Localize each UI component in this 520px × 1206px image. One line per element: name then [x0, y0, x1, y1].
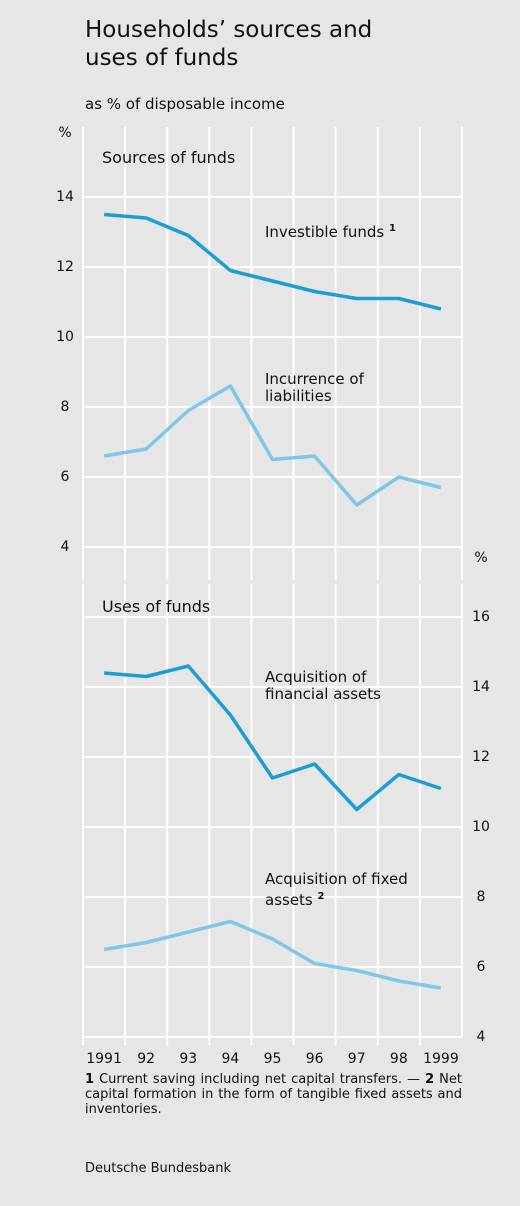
series-name: Acquisition of financial assets — [265, 668, 381, 703]
x-tick-label: 1991 — [86, 1051, 122, 1067]
y-tick-label: 12 — [56, 259, 74, 275]
footnote-ref: 1 — [389, 223, 396, 234]
x-tick-label: 96 — [306, 1051, 324, 1067]
panel-title: Sources of funds — [102, 148, 236, 167]
y-axis-unit: % — [58, 125, 71, 141]
series-line — [103, 919, 442, 990]
subtitle: as % of disposable income — [85, 95, 285, 113]
footnote-mark: 1 — [85, 1072, 95, 1087]
y-tick-label: 6 — [477, 959, 486, 975]
x-tick-label: 95 — [264, 1051, 282, 1067]
y-tick-label: 16 — [472, 609, 490, 625]
footnote-ref: 2 — [317, 891, 325, 902]
x-tick-label: 94 — [221, 1051, 239, 1067]
series-label: Acquisition of financial assets — [265, 669, 410, 703]
series-label: Acquisition of fixed assets 2 — [265, 871, 410, 909]
series-line — [103, 384, 442, 507]
footnote-text: Current saving including net capital tra… — [99, 1072, 403, 1087]
y-tick-label: 10 — [472, 819, 490, 835]
panel-title: Uses of funds — [102, 597, 211, 616]
y-tick-label: 8 — [477, 889, 486, 905]
series-line — [103, 664, 442, 812]
x-tick-label: 1999 — [423, 1051, 459, 1067]
y-tick-label: 14 — [56, 189, 74, 205]
y-tick-label: 6 — [61, 469, 70, 485]
series-name: Acquisition of fixed assets — [265, 870, 408, 909]
series-line — [103, 212, 442, 311]
series-name: Investible funds — [265, 223, 385, 241]
series-name: Incurrence of liabilities — [265, 370, 364, 405]
y-tick-label: 10 — [56, 329, 74, 345]
footnotes: 1 Current saving including net capital t… — [85, 1072, 462, 1117]
footnote-separator: — — [407, 1072, 421, 1087]
series-label: Incurrence of liabilities — [265, 371, 410, 405]
x-tick-label: 93 — [179, 1051, 197, 1067]
page-title: Households’ sources and uses of funds — [85, 17, 373, 71]
source: Deutsche Bundesbank — [85, 1161, 232, 1176]
footnote-mark: 2 — [425, 1072, 435, 1087]
y-tick-label: 12 — [472, 749, 490, 765]
x-tick-label: 97 — [348, 1051, 366, 1067]
y-axis-unit: % — [474, 550, 487, 566]
y-tick-label: 4 — [477, 1029, 486, 1045]
series-label: Investible funds 1 — [265, 220, 410, 241]
x-tick-label: 92 — [137, 1051, 155, 1067]
footnote-text: Net capital formation in the form of tan… — [85, 1072, 462, 1117]
x-tick-label: 98 — [390, 1051, 408, 1067]
y-tick-label: 14 — [472, 679, 490, 695]
y-tick-label: 8 — [61, 399, 70, 415]
y-tick-label: 4 — [61, 539, 70, 555]
